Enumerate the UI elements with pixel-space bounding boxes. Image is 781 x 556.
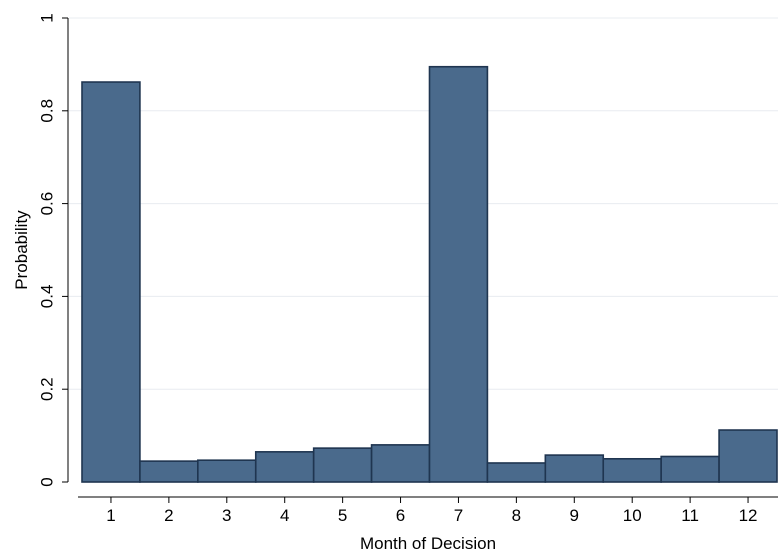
y-ticks: 0 0.2 0.4 0.6 0.8 1 (37, 13, 68, 487)
bar (312, 447, 373, 483)
bar (81, 81, 141, 483)
y-axis-title: Probability (12, 210, 31, 290)
x-tick-label: 7 (454, 506, 463, 525)
bar (602, 457, 662, 483)
x-ticks: 1 2 3 4 5 6 7 8 9 10 11 12 (106, 497, 758, 525)
bar (718, 429, 778, 483)
bar (486, 462, 547, 483)
bars (81, 65, 778, 483)
y-tick-label: 0.6 (37, 192, 56, 216)
x-tick-label: 3 (222, 506, 231, 525)
gridlines (69, 17, 778, 390)
bar (428, 65, 489, 483)
x-tick-label: 11 (681, 506, 699, 525)
x-tick-label: 10 (623, 506, 642, 525)
x-tick-label: 9 (570, 506, 579, 525)
x-tick-label: 5 (338, 506, 347, 525)
x-tick-label: 6 (396, 506, 405, 525)
x-tick-label: 1 (106, 506, 115, 525)
y-tick-label: 0 (37, 477, 56, 486)
x-tick-label: 12 (739, 506, 758, 525)
bar (197, 459, 257, 483)
y-tick-label: 0.4 (37, 285, 56, 309)
axes (67, 18, 778, 498)
bar (254, 451, 315, 483)
bar (370, 444, 431, 483)
x-axis-title: Month of Decision (360, 534, 496, 553)
bar (139, 460, 199, 483)
x-tick-label: 4 (280, 506, 289, 525)
bar (544, 454, 605, 483)
y-tick-label: 1 (37, 13, 56, 22)
x-tick-label: 2 (164, 506, 173, 525)
y-tick-label: 0.8 (37, 99, 56, 123)
x-tick-label: 8 (512, 506, 521, 525)
bar (660, 455, 720, 483)
y-tick-label: 0.2 (37, 377, 56, 401)
